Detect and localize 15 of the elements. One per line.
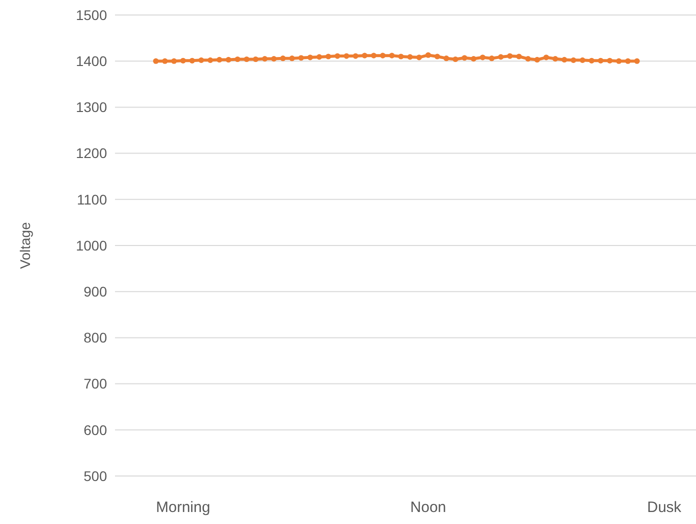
y-tick-label: 1000 <box>76 237 108 254</box>
x-tick-label: Morning <box>156 499 210 516</box>
x-tick-label: Noon <box>410 499 446 516</box>
y-tick-label: 700 <box>84 376 108 392</box>
y-tick-label: 1200 <box>76 145 108 162</box>
y-axis-title: Voltage <box>17 222 33 269</box>
y-tick-label: 800 <box>84 330 108 346</box>
y-tick-label: 600 <box>84 422 108 438</box>
y-tick-label: 1500 <box>76 6 108 23</box>
y-tick-label: 900 <box>84 284 108 300</box>
y-tick-label: 1400 <box>76 53 108 69</box>
y-tick-label: 1300 <box>76 99 108 116</box>
x-tick-label: Dusk <box>647 499 682 516</box>
y-tick-label: 1100 <box>76 191 108 208</box>
y-tick-label: 500 <box>84 468 108 484</box>
